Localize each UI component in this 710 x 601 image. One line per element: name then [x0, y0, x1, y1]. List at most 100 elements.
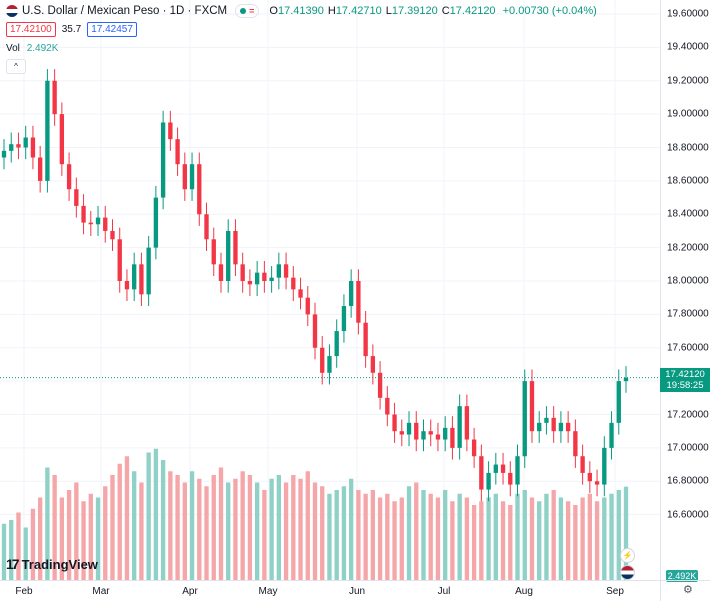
candle-body [435, 434, 441, 440]
price-tick-label: 18.40000 [667, 208, 709, 220]
collapse-legend-button[interactable]: ^ [6, 59, 26, 74]
volume-bar [110, 475, 115, 580]
volume-bar [435, 497, 441, 580]
candle-body [392, 414, 397, 432]
candle-body [37, 157, 43, 181]
volume-bar [609, 493, 614, 580]
volume-bar [298, 478, 303, 580]
lightning-icon[interactable]: ⚡ [620, 548, 635, 563]
volume-bar [348, 478, 354, 580]
candle-body [197, 164, 202, 215]
candle-body [406, 422, 412, 435]
candle-body [500, 464, 506, 473]
candle-body [88, 222, 93, 225]
price-tick-label: 19.20000 [667, 75, 709, 87]
volume-bar [117, 463, 122, 580]
volume-bar [30, 508, 36, 580]
tradingview-logo[interactable]: 17 TradingView [6, 556, 98, 572]
candle-body [348, 281, 354, 307]
volume-legend: Vol 2.492K [6, 43, 58, 54]
candle-body [182, 164, 187, 190]
time-tick-label: Feb [15, 586, 33, 597]
volume-bar [363, 493, 368, 580]
volume-bar [587, 493, 593, 580]
ohlc-label: O [269, 5, 278, 17]
volume-bar [254, 482, 260, 580]
ohlc-label: L [385, 5, 392, 17]
ohlc-label: H [327, 5, 336, 17]
chart-area[interactable] [0, 0, 660, 580]
us-flag-icon[interactable] [620, 565, 635, 580]
candle-body [45, 80, 50, 181]
volume-bar [139, 482, 144, 580]
price-tick-label: 16.60000 [667, 509, 709, 521]
volume-bar [88, 493, 93, 580]
candle-body [486, 472, 491, 490]
candle-body [233, 230, 238, 265]
symbol-title[interactable]: U.S. Dollar / Mexican Peso · 1D · FXCM [22, 5, 228, 17]
time-axis[interactable]: Feb Mar Apr May Jun Jul Aug Sep [0, 580, 660, 601]
candle-body [262, 272, 267, 282]
volume-bar [327, 493, 332, 580]
ohlc-value: +0.00730 (+0.04%) [499, 5, 597, 17]
volume-bar [204, 486, 209, 580]
volume-bar [623, 486, 629, 580]
volume-bar [189, 471, 195, 580]
last-price-value: 17.42120 [665, 368, 705, 380]
volume-bar [493, 493, 498, 580]
volume-bar [211, 475, 216, 580]
price-tick-label: 18.60000 [667, 175, 709, 187]
volume-bar [471, 505, 477, 580]
volume-bar [247, 475, 253, 580]
axis-corner [660, 580, 710, 601]
volume-bar [450, 501, 455, 580]
price-tick-label: 19.60000 [667, 8, 709, 20]
volume-bar [457, 493, 462, 580]
candle-body [544, 417, 549, 423]
sell-price-button[interactable]: 17.42100 [6, 22, 56, 37]
volume-bar [529, 497, 535, 580]
candle-body [334, 331, 339, 357]
ohlc-values: O17.41390 H17.42710 L17.39120 C17.42120 +0.… [265, 5, 596, 17]
candle-body [565, 422, 571, 432]
volume-bar [443, 490, 448, 580]
ohlc-value: 17.42120 [449, 5, 496, 17]
volume-bar [414, 482, 419, 580]
candle-body [551, 417, 556, 432]
candle-body [189, 164, 195, 190]
candle-body [298, 289, 303, 298]
candle-body [450, 427, 455, 448]
price-tick-label: 17.20000 [667, 409, 709, 420]
price-tick-label: 18.00000 [667, 275, 709, 287]
volume-bar [515, 493, 520, 580]
volume-bar [305, 471, 310, 580]
price-axis[interactable]: 19.60000 19.40000 19.20000 19.00000 18.80000… [660, 0, 710, 580]
time-tick-label: Mar [92, 586, 110, 597]
candle-body [276, 264, 282, 278]
volume-bar [370, 490, 376, 580]
logo-text: TradingView [21, 556, 98, 572]
volume-bar [269, 478, 274, 580]
candle-body [81, 205, 86, 223]
trade-buttons: 17.42100 35.7 17.42457 [6, 22, 137, 37]
candle-body [428, 431, 433, 435]
volume-bar [421, 490, 426, 580]
volume-bar [537, 501, 542, 580]
candle-body [594, 481, 600, 485]
settings-gear-icon[interactable]: ⚙ [683, 584, 693, 596]
candle-body [226, 230, 231, 282]
buy-price-button[interactable]: 17.42457 [87, 22, 137, 37]
volume-bar [406, 486, 412, 580]
volume-bar [160, 460, 166, 580]
volume-bar [66, 490, 72, 580]
volume-bar [377, 497, 383, 580]
candle-body [580, 456, 585, 473]
candle-body [508, 472, 513, 485]
candle-body [320, 347, 325, 373]
ohlc-value: 17.42710 [335, 5, 382, 17]
volume-bar [312, 482, 318, 580]
candle-body [254, 272, 260, 285]
market-status-pill[interactable]: = [235, 4, 260, 18]
candle-body [573, 431, 578, 457]
candlestick-chart[interactable] [0, 0, 660, 580]
